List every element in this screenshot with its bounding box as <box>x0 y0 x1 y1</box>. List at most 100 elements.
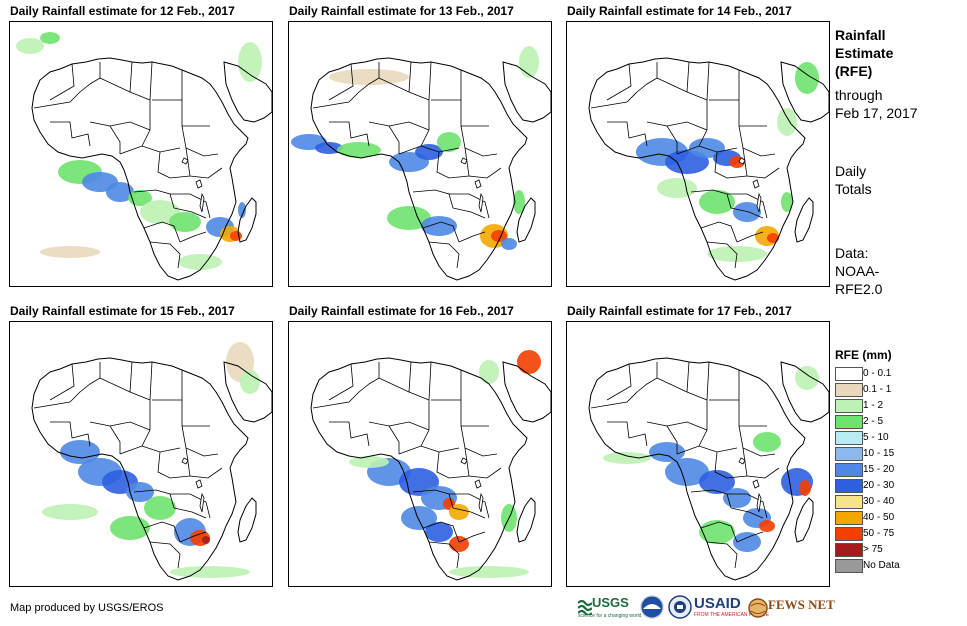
rainfall-patch <box>799 480 811 496</box>
country-border <box>428 61 432 101</box>
country-border <box>428 361 432 401</box>
country-border <box>452 207 486 219</box>
country-border <box>141 400 151 447</box>
side-totals: Totals <box>835 181 872 197</box>
country-border <box>408 61 412 93</box>
rainfall-patch <box>665 458 709 486</box>
country-border <box>412 489 454 509</box>
country-border <box>109 121 151 131</box>
country-border <box>368 421 400 454</box>
country-border <box>428 241 460 269</box>
legend-label: 5 - 10 <box>863 432 889 443</box>
legend-label: 20 - 30 <box>863 480 895 491</box>
country-border <box>736 531 764 543</box>
rainfall-patch <box>733 532 761 552</box>
rainfall-patch <box>513 190 525 214</box>
country-border <box>738 125 776 157</box>
country-border <box>686 361 690 393</box>
country-border <box>464 147 502 179</box>
legend-swatch <box>835 399 863 413</box>
arabia-outline <box>223 361 272 423</box>
country-border <box>700 221 738 243</box>
country-border <box>119 445 181 455</box>
legend-swatch <box>835 559 863 573</box>
rainfall-map-5 <box>288 321 552 587</box>
country-border <box>170 193 211 219</box>
arabia-outline <box>223 61 272 123</box>
country-border <box>742 147 780 179</box>
legend-swatch <box>835 543 863 557</box>
legend-swatch <box>835 447 863 461</box>
legend-label: 10 - 15 <box>863 448 895 459</box>
country-border <box>666 121 708 131</box>
lake-outline <box>738 157 746 165</box>
rainfall-patch <box>723 488 751 508</box>
rainfall-patch <box>128 190 152 206</box>
rainfall-patch <box>329 69 409 85</box>
legend-label: 50 - 75 <box>863 528 895 539</box>
country-border <box>143 521 181 543</box>
country-border <box>727 193 768 219</box>
legend-title: RFE (mm) <box>835 348 892 362</box>
rainfall-patch <box>425 522 453 542</box>
lake-outline <box>195 479 203 489</box>
country-border <box>329 421 370 447</box>
country-border <box>690 489 732 509</box>
legend-swatch <box>835 367 863 381</box>
country-border <box>89 421 121 454</box>
country-border <box>185 147 223 179</box>
rainfall-patch <box>170 566 250 578</box>
country-border <box>185 447 223 479</box>
side-data-source1: NOAA- <box>835 263 880 279</box>
country-border <box>149 361 153 401</box>
lake-outline <box>478 192 484 213</box>
lake-outline <box>752 179 760 189</box>
lake-outline <box>756 492 762 513</box>
country-border <box>89 121 121 154</box>
legend-swatch <box>835 431 863 445</box>
side-title-line3: (RFE) <box>835 63 873 79</box>
rainfall-patch <box>517 350 541 374</box>
rainfall-patch <box>689 138 725 158</box>
panel-title-6: Daily Rainfall estimate for 17 Feb., 201… <box>567 304 792 318</box>
country-border <box>460 125 498 157</box>
rainfall-patch <box>759 520 775 532</box>
rainfall-patch <box>767 233 779 243</box>
country-border <box>436 451 470 479</box>
noaa-emblem-icon <box>640 595 664 619</box>
rainfall-patch <box>699 470 735 494</box>
country-border <box>388 121 430 131</box>
panel-title-4: Daily Rainfall estimate for 15 Feb., 201… <box>10 304 235 318</box>
country-border <box>460 425 498 457</box>
panel-title-2: Daily Rainfall estimate for 13 Feb., 201… <box>289 4 514 18</box>
country-border <box>736 231 764 243</box>
country-border <box>49 63 75 101</box>
country-border <box>133 489 175 509</box>
country-border <box>157 451 191 479</box>
legend-label: 0 - 0.1 <box>863 368 892 379</box>
legend-label: 0.1 - 1 <box>863 384 892 395</box>
country-border <box>590 77 658 109</box>
arabia-outline <box>502 361 551 423</box>
rainfall-patch <box>657 178 697 198</box>
rainfall-patch <box>202 536 210 544</box>
legend-swatch <box>835 383 863 397</box>
country-border <box>420 100 430 147</box>
rainfall-patch <box>437 132 461 152</box>
usgs-wave-icon <box>578 599 592 615</box>
madagascar-outline <box>516 197 536 243</box>
rainfall-patch <box>42 504 98 520</box>
lake-outline <box>478 492 484 513</box>
madagascar-outline <box>794 497 814 543</box>
country-border <box>422 221 460 243</box>
arabia-outline <box>502 61 551 123</box>
lake-outline <box>181 457 189 465</box>
country-border <box>312 377 380 409</box>
rainfall-patch <box>491 230 507 242</box>
country-border <box>452 507 486 519</box>
rainfall-patch <box>795 62 819 94</box>
country-border <box>33 77 101 109</box>
rainfall-patch <box>603 452 651 464</box>
country-border <box>706 541 738 569</box>
rainfall-patch <box>240 370 260 394</box>
